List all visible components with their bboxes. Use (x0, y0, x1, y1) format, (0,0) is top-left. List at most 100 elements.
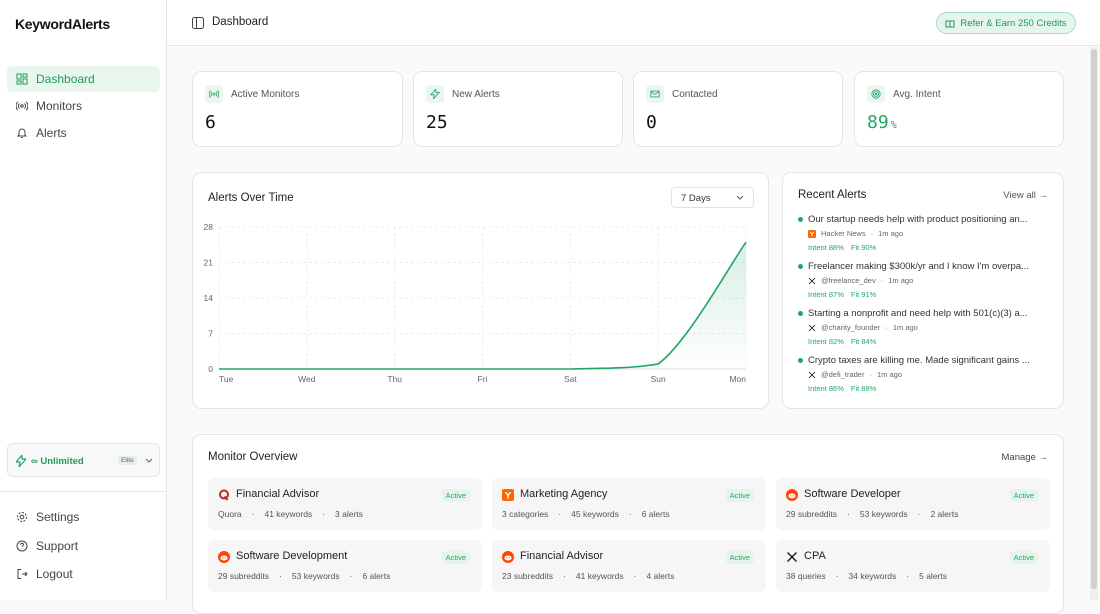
gift-icon (945, 20, 955, 28)
meta-item: 41 keywords (575, 571, 624, 581)
refer-label: Refer & Earn 250 Credits (960, 17, 1067, 29)
source-icon (808, 371, 816, 378)
plan-label: ∞ Unlimited (31, 456, 84, 467)
range-select[interactable]: 7 Days (671, 187, 754, 208)
y-tick-label: 21 (204, 258, 214, 268)
nav-item[interactable]: Logout (7, 561, 160, 587)
x-tick-label: Tue (219, 374, 234, 384)
separator: · (628, 509, 632, 519)
stat-card: Avg. Intent 89% (854, 71, 1064, 147)
nav-item[interactable]: Support (7, 533, 160, 559)
header: Dashboard Refer & Earn 250 Credits (167, 0, 1100, 46)
plan-badge: Elite (118, 456, 137, 465)
monitor-item[interactable]: Software Development Active 29 subreddits ·… (208, 540, 482, 592)
nav-item[interactable]: Alerts (7, 120, 160, 146)
monitor-icon (786, 550, 798, 562)
alert-scores: Intent 87% Fit 91% (808, 290, 1048, 299)
meta-item: 6 alerts (641, 509, 670, 519)
plan-box[interactable]: ∞ Unlimited Elite (7, 443, 160, 477)
x-tick-label: Sat (564, 374, 577, 384)
meta-item: 3 alerts (335, 509, 363, 519)
y-tick-label: 0 (208, 364, 213, 374)
monitor-icon (502, 550, 514, 563)
x-tick-label: Sun (651, 374, 666, 384)
alert-item[interactable]: Starting a nonprofit and need help with … (798, 308, 1048, 346)
source-name: Hacker News (821, 229, 866, 238)
area (219, 242, 746, 369)
stat-icon (205, 85, 223, 103)
alert-source: Hacker News · 1m ago (808, 229, 1048, 238)
alert-source: @charity_founder · 1m ago (808, 323, 1048, 332)
source-icon (502, 489, 514, 501)
stat-value: 89% (867, 112, 897, 133)
nav-label: Settings (36, 510, 80, 524)
monitor-status: Active (1009, 489, 1038, 502)
alert-item[interactable]: Freelancer making $300k/yr and I know I'… (798, 261, 1048, 299)
nav-item[interactable]: Monitors (7, 93, 160, 119)
icon (16, 101, 28, 111)
manage-link[interactable]: Manage → (1001, 452, 1048, 463)
meta-item: 29 subreddits (786, 509, 838, 519)
monitor-name: Software Development (236, 550, 348, 562)
alert-scores: Intent 88% Fit 90% (808, 243, 1048, 252)
scroll-thumb[interactable] (1091, 49, 1097, 589)
icon (430, 89, 440, 99)
y-tick-label: 7 (208, 329, 213, 339)
source-icon (808, 324, 816, 332)
alert-item[interactable]: Our startup needs help with product posi… (798, 214, 1048, 252)
monitor-title: Monitor Overview (208, 451, 298, 463)
monitor-item[interactable]: Marketing Agency Active 3 categories · 45 ke… (492, 478, 766, 530)
nav-label: Monitors (36, 99, 83, 113)
scrollbar (1090, 47, 1098, 600)
meta-item: 38 queries (786, 571, 826, 581)
bolt-icon (16, 455, 26, 467)
brand-logo[interactable]: KeywordAlerts (15, 16, 110, 32)
monitor-status: Active (441, 489, 470, 502)
alert-source: @freelance_dev · 1m ago (808, 276, 1048, 285)
source-icon (808, 277, 816, 285)
monitor-overview-card: Monitor Overview Manage → Financial Advi… (192, 434, 1064, 614)
nav-label: Dashboard (36, 72, 95, 86)
icon (17, 512, 27, 522)
monitor-status: Active (441, 551, 470, 564)
meta-item: 45 keywords (571, 509, 619, 519)
monitor-item[interactable]: Financial Advisor Active 23 subreddits · 41 … (492, 540, 766, 592)
sidebar-toggle[interactable] (192, 17, 204, 29)
monitor-meta: 38 queries · 34 keywords · 5 alerts (786, 571, 947, 581)
source-name: @freelance_dev (821, 276, 876, 285)
monitor-item[interactable]: CPA Active 38 queries · 34 keywords · 5 alerts (776, 540, 1050, 592)
alert-time: 1m ago (878, 229, 904, 238)
monitor-icon (218, 488, 230, 501)
chart: 0 7 14 21 28 Tue Wed Thu Fri Sat Sun Mon (204, 222, 747, 384)
x-tick-label: Thu (387, 374, 402, 384)
separator: · (869, 370, 872, 379)
separator: · (835, 571, 839, 581)
monitor-meta: 3 categories · 45 keywords · 6 alerts (502, 509, 670, 519)
alert-item[interactable]: Crypto taxes are killing me. Made signif… (798, 355, 1048, 393)
monitor-item[interactable]: Software Developer Active 29 subreddits · 53… (776, 478, 1050, 530)
monitor-item[interactable]: Financial Advisor Active Quora · 41 keywords… (208, 478, 482, 530)
alert-time: 1m ago (876, 370, 903, 379)
source-icon (808, 324, 816, 331)
nav-item[interactable]: Settings (7, 504, 160, 530)
stat-value: 6 (205, 112, 216, 133)
icon (209, 90, 219, 98)
intent-score: Intent 88% (808, 243, 844, 252)
stat-number: 89 (867, 112, 889, 133)
y-tick-label: 14 (204, 293, 214, 303)
nav-item[interactable]: Dashboard (7, 66, 160, 92)
intent-score: Intent 86% (808, 384, 844, 393)
separator: · (633, 571, 637, 581)
refer-button[interactable]: Refer & Earn 250 Credits (936, 12, 1076, 34)
monitor-meta: 29 subreddits · 53 keywords · 6 alerts (218, 571, 390, 581)
stat-card: New Alerts 25 (413, 71, 623, 147)
page-title: Dashboard (212, 16, 269, 28)
monitor-name: Marketing Agency (520, 488, 608, 500)
chevron (145, 458, 153, 463)
meta-item: 4 alerts (646, 571, 675, 581)
source-icon (218, 551, 230, 563)
monitor-icon (786, 488, 798, 501)
icon (17, 569, 28, 579)
view-all-link[interactable]: View all → (1003, 190, 1048, 201)
intent-score: Intent 87% (808, 290, 844, 299)
